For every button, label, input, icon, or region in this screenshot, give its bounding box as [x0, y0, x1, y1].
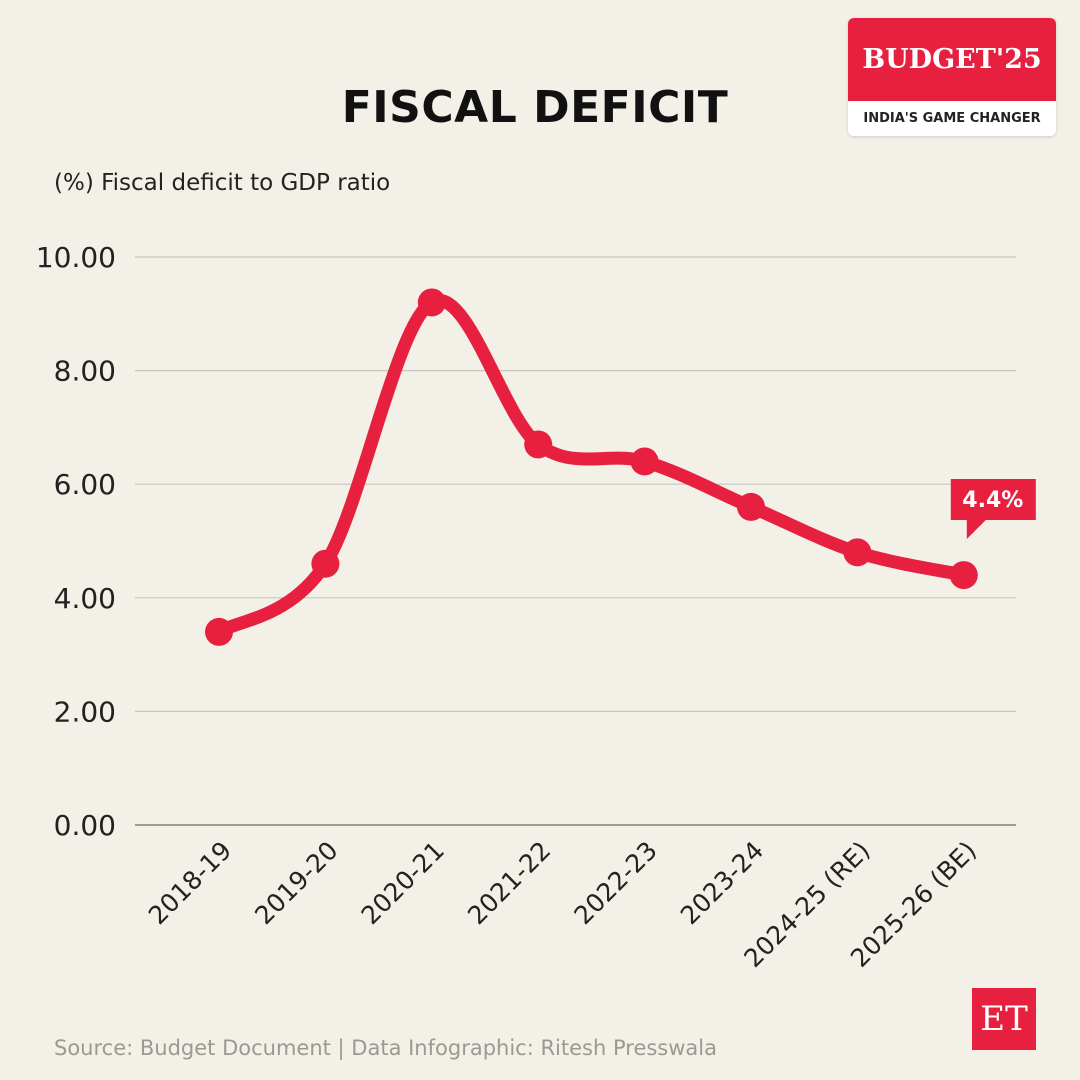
callout-label: 4.4% — [962, 488, 1023, 513]
chart-title: FISCAL DEFICIT — [341, 82, 729, 133]
source-note: Source: Budget Document | Data Infograph… — [54, 1036, 717, 1060]
logo-tagline: INDIA'S GAME CHANGER — [863, 111, 1041, 126]
x-tick-label: 2019-20 — [249, 836, 343, 930]
y-tick-label: 10.00 — [36, 241, 116, 274]
y-tick-label: 2.00 — [54, 695, 116, 728]
x-tick-label: 2023-24 — [675, 836, 769, 930]
data-point — [949, 561, 978, 590]
y-tick-label: 6.00 — [54, 468, 116, 501]
data-point — [311, 549, 340, 578]
data-point — [417, 288, 446, 317]
et-logo: ET — [972, 988, 1036, 1050]
y-tick-label: 0.00 — [54, 809, 116, 842]
budget-logo: BUDGET'25 INDIA'S GAME CHANGER — [848, 18, 1056, 136]
logo-main-text: BUDGET'25 — [848, 18, 1056, 101]
series-line — [212, 294, 971, 639]
data-point — [205, 617, 233, 646]
data-point — [737, 492, 765, 521]
y-tick-label: 4.00 — [54, 582, 116, 615]
x-tick-label: 2020-21 — [356, 836, 450, 930]
x-tick-label: 2022-23 — [568, 836, 662, 930]
callout-box — [950, 479, 1036, 539]
data-point — [524, 430, 553, 459]
x-tick-label: 2021-22 — [462, 836, 556, 930]
data-point — [630, 447, 659, 476]
x-tick-label: 2018-19 — [143, 836, 237, 930]
data-point — [843, 538, 872, 567]
y-tick-label: 8.00 — [54, 355, 116, 388]
y-axis-label: (%) Fiscal deficit to GDP ratio — [54, 170, 391, 196]
